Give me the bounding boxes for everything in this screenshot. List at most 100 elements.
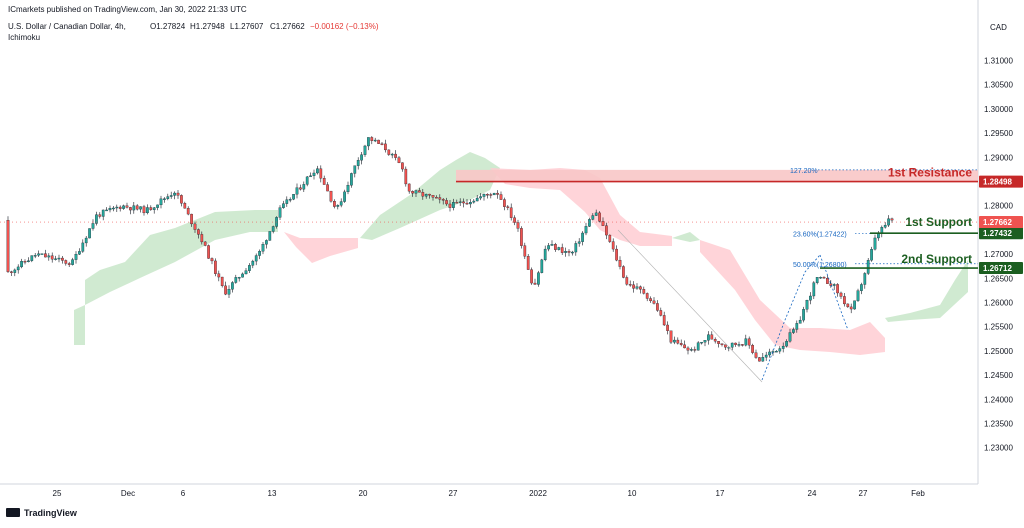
candle-body (625, 277, 629, 285)
candle-body (241, 273, 244, 278)
candle-body (112, 207, 115, 210)
candle-body (105, 209, 108, 212)
candle-body (860, 284, 863, 291)
candle-body (870, 249, 873, 261)
candle-body (299, 187, 302, 190)
candle-body (594, 212, 598, 216)
candle-body (652, 300, 656, 304)
candle-body (210, 258, 214, 262)
candle-body (54, 258, 57, 260)
candle-body (506, 206, 510, 208)
candle-body (523, 245, 527, 257)
candle-body (632, 284, 635, 289)
x-tick-label: 27 (449, 489, 458, 498)
candle-body (475, 197, 479, 202)
candle-body (271, 226, 275, 232)
candle-body (618, 259, 622, 267)
tradingview-logo[interactable]: TradingView (6, 508, 77, 518)
candle-body (455, 202, 459, 204)
x-tick-label: 2022 (529, 489, 547, 498)
candle-body (265, 240, 268, 245)
candle-body (367, 137, 370, 147)
candle-body (516, 222, 520, 229)
candle-body (635, 286, 639, 289)
x-tick-label: 20 (359, 489, 368, 498)
ohlc-change: −0.00162 (−0.13%) (310, 22, 379, 31)
candle-body (543, 248, 547, 261)
candle-body (37, 253, 40, 256)
candle-body (445, 200, 448, 205)
candle-body (462, 201, 465, 204)
candle-body (363, 145, 367, 155)
price-tag-bg (979, 227, 1023, 240)
candle-body (394, 153, 397, 158)
candle-body (883, 224, 887, 228)
y-tick-label: 1.24500 (984, 371, 1013, 380)
candle-body (550, 244, 554, 246)
price-tag-text: 1.28498 (983, 178, 1012, 187)
candle-body (125, 205, 129, 208)
candle-body (387, 149, 391, 155)
candle-body (251, 260, 255, 266)
candle-body (173, 192, 176, 196)
candle-body (390, 153, 394, 156)
ohlc-high: H1.27948 (190, 22, 225, 31)
candle-body (472, 200, 476, 203)
candle-body (44, 253, 47, 258)
candle-body (254, 255, 258, 262)
x-tick-label: 17 (716, 489, 725, 498)
price-tag-text: 1.26712 (983, 264, 1012, 273)
candle-body (227, 289, 231, 295)
candle-body (163, 198, 166, 200)
candle-body (220, 276, 224, 287)
y-tick-label: 1.29000 (984, 153, 1013, 162)
candle-body (747, 338, 751, 346)
candle-body (322, 178, 326, 185)
candle-body (152, 207, 156, 210)
candle-body (720, 343, 724, 345)
candle-body (295, 187, 299, 195)
candle-body (669, 330, 673, 343)
candle-body (666, 324, 669, 331)
candle-body (768, 351, 771, 356)
candle-body (261, 244, 265, 252)
candle-body (197, 229, 200, 235)
candle-body (407, 183, 411, 192)
candle-body (288, 199, 292, 201)
fib-label: 23.60%(1.27422) (793, 232, 847, 239)
x-tick-label: 24 (808, 489, 817, 498)
candle-body (146, 207, 149, 214)
ohlc-low: L1.27607 (230, 22, 264, 31)
y-tick-label: 1.25000 (984, 347, 1013, 356)
candle-body (40, 253, 44, 255)
candle-body (200, 234, 204, 243)
candle-body (703, 340, 707, 343)
resistance-zone (456, 169, 978, 182)
candle-body (377, 139, 380, 144)
candle-body (397, 157, 401, 163)
candle-body (686, 347, 690, 351)
candle-body (438, 197, 442, 200)
candle-body (81, 242, 85, 252)
candle-body (581, 232, 584, 242)
candle-body (761, 357, 765, 362)
candle-body (611, 241, 615, 250)
indicator-name: Ichimoku (8, 33, 41, 42)
candle-body (424, 193, 428, 197)
x-tick-label: 10 (628, 489, 637, 498)
candle-body (61, 257, 64, 261)
candle-body (628, 284, 632, 286)
ichimoku-cloud (490, 168, 672, 246)
candle-body (676, 339, 680, 344)
candle-body (231, 282, 234, 290)
candle-body (350, 173, 353, 186)
candle-body (373, 139, 377, 142)
candle-body (639, 286, 642, 290)
candle-body (662, 315, 666, 326)
candle-body (775, 350, 778, 353)
candle-body (853, 300, 856, 310)
candle-body (64, 260, 68, 264)
candle-body (132, 205, 136, 211)
candle-body (754, 352, 758, 358)
candle-body (649, 298, 652, 302)
